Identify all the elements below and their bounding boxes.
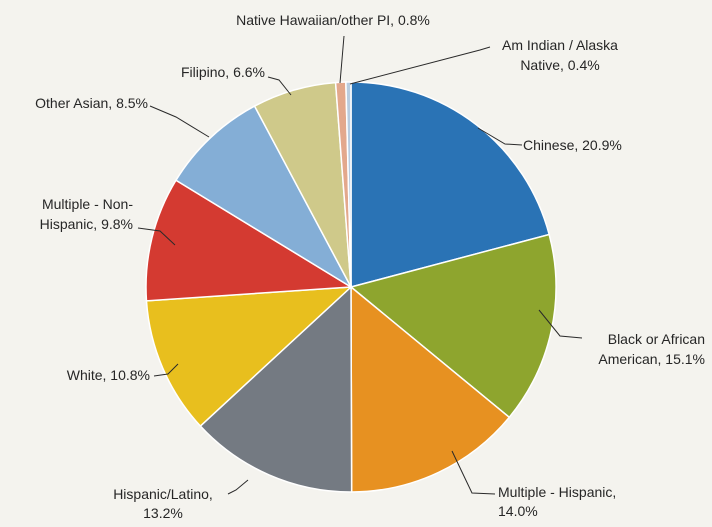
slice-label-line: Chinese, 20.9%	[523, 137, 622, 153]
slice-label-4: Hispanic/Latino, 13.2%	[113, 486, 213, 521]
slice-label-line: American, 15.1%	[598, 351, 705, 367]
pie-slice-10	[345, 81, 352, 288]
pie-slice-3	[350, 285, 511, 493]
slice-label-9: Native Hawaiian/other PI, 0.8%	[236, 12, 430, 28]
slice-label-10: Am Indian / Alaska Native, 0.4%	[502, 37, 618, 73]
leader-line-5	[153, 363, 179, 377]
slice-label-2: Black or African American, 15.1%	[598, 331, 705, 367]
slice-label-line: Multiple - Non-	[42, 196, 133, 212]
pie-slice-6	[145, 179, 354, 302]
pie-slice-2	[349, 233, 557, 419]
slice-label-5: White, 10.8%	[67, 367, 150, 383]
slice-label-line: Hispanic/Latino,	[113, 486, 213, 502]
slice-label-line: 14.0%	[498, 503, 538, 519]
slice-labels: Chinese, 20.9% Black or African American, …	[35, 12, 705, 521]
leader-line-3	[451, 450, 496, 495]
leader-line-9	[339, 35, 345, 84]
slice-label-1: Chinese, 20.9%	[523, 137, 622, 153]
leader-line-2	[538, 309, 583, 339]
leader-line-10	[349, 46, 491, 85]
slice-label-line: Hispanic, 9.8%	[40, 216, 133, 232]
slice-label-7: Other Asian, 8.5%	[35, 95, 148, 111]
slice-label-3: Multiple - Hispanic, 14.0%	[498, 484, 616, 519]
slice-label-8: Filipino, 6.6%	[181, 64, 265, 80]
leader-line-8	[267, 76, 292, 96]
slice-label-6: Multiple - Non- Hispanic, 9.8%	[40, 196, 134, 232]
slice-label-line: Multiple - Hispanic,	[498, 484, 616, 500]
leader-line-6	[137, 227, 176, 246]
pie-slice-4	[199, 285, 353, 493]
leader-line-1	[477, 127, 523, 146]
leader-lines	[137, 35, 583, 495]
slice-label-line: Filipino, 6.6%	[181, 64, 265, 80]
leader-line-4	[227, 479, 249, 495]
pie-slices	[145, 81, 557, 493]
pie-slice-1	[350, 81, 551, 288]
slice-label-line: Am Indian / Alaska	[502, 37, 618, 53]
pie-slice-7	[174, 105, 353, 290]
slice-label-line: White, 10.8%	[67, 367, 150, 383]
slice-label-line: Native Hawaiian/other PI, 0.8%	[236, 12, 430, 28]
leader-line-7	[149, 105, 210, 138]
pie-slice-5	[145, 286, 354, 428]
slice-label-line: Native, 0.4%	[520, 57, 599, 73]
slice-label-line: 13.2%	[143, 505, 183, 521]
slice-label-line: Other Asian, 8.5%	[35, 95, 148, 111]
slice-label-line: Black or African	[608, 331, 705, 347]
